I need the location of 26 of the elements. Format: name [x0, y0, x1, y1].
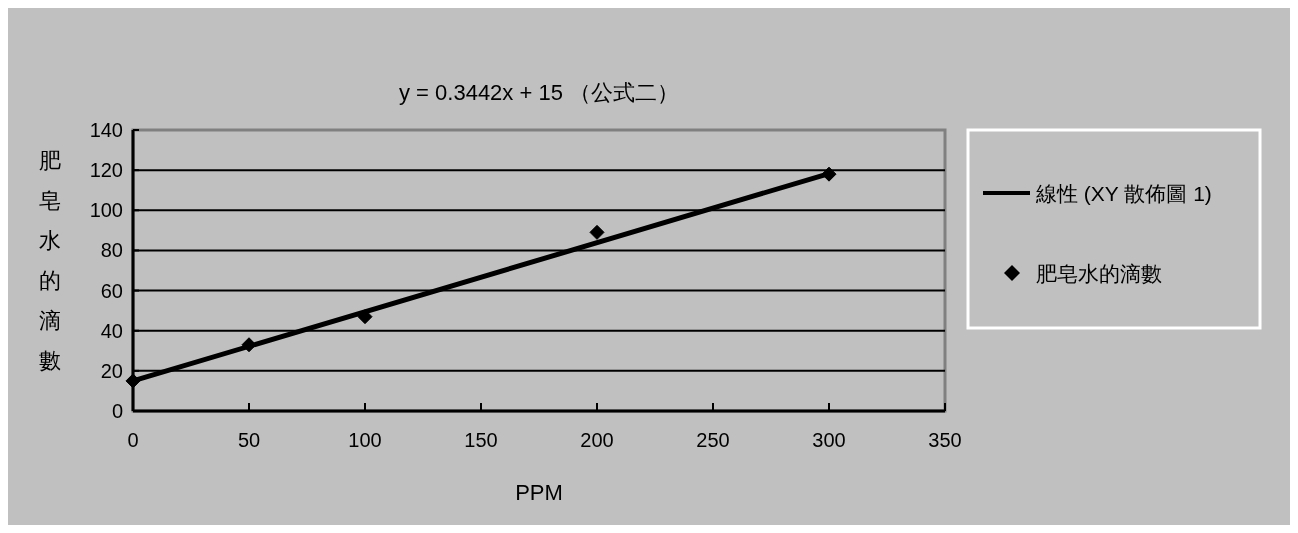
- y-tick-label: 100: [89, 199, 123, 222]
- y-tick-label: 40: [100, 319, 123, 342]
- chart-title: y = 0.3442x + 15 （公式二）: [398, 80, 680, 105]
- x-tick-label: 100: [348, 429, 382, 451]
- x-tick-label: 150: [464, 429, 498, 451]
- x-tick-label: 0: [127, 429, 139, 451]
- y-tick-label: 120: [89, 159, 123, 182]
- x-tick-label: 350: [928, 429, 962, 451]
- point: [589, 224, 605, 240]
- x-tick-label: 200: [580, 429, 614, 451]
- y-tick-label: 20: [100, 359, 123, 382]
- y-tick-label: 0: [111, 400, 123, 422]
- y-tick-label: 60: [100, 279, 123, 302]
- y-axis-title: 肥皂水的滴數: [39, 148, 61, 373]
- legend-label: 肥皂水的滴數: [1036, 262, 1162, 285]
- point: [821, 166, 837, 182]
- point: [241, 337, 257, 353]
- legend-label: 線性 (XY 散佈圖 1): [1035, 182, 1212, 205]
- y-tick-label: 80: [100, 239, 123, 262]
- x-tick-label: 250: [696, 429, 730, 451]
- y-tick-label: 140: [89, 119, 123, 141]
- x-tick-label: 50: [237, 429, 261, 451]
- point: [357, 309, 373, 325]
- x-axis-title: PPM: [515, 480, 563, 505]
- x-tick-label: 300: [812, 429, 846, 451]
- point: [125, 373, 141, 389]
